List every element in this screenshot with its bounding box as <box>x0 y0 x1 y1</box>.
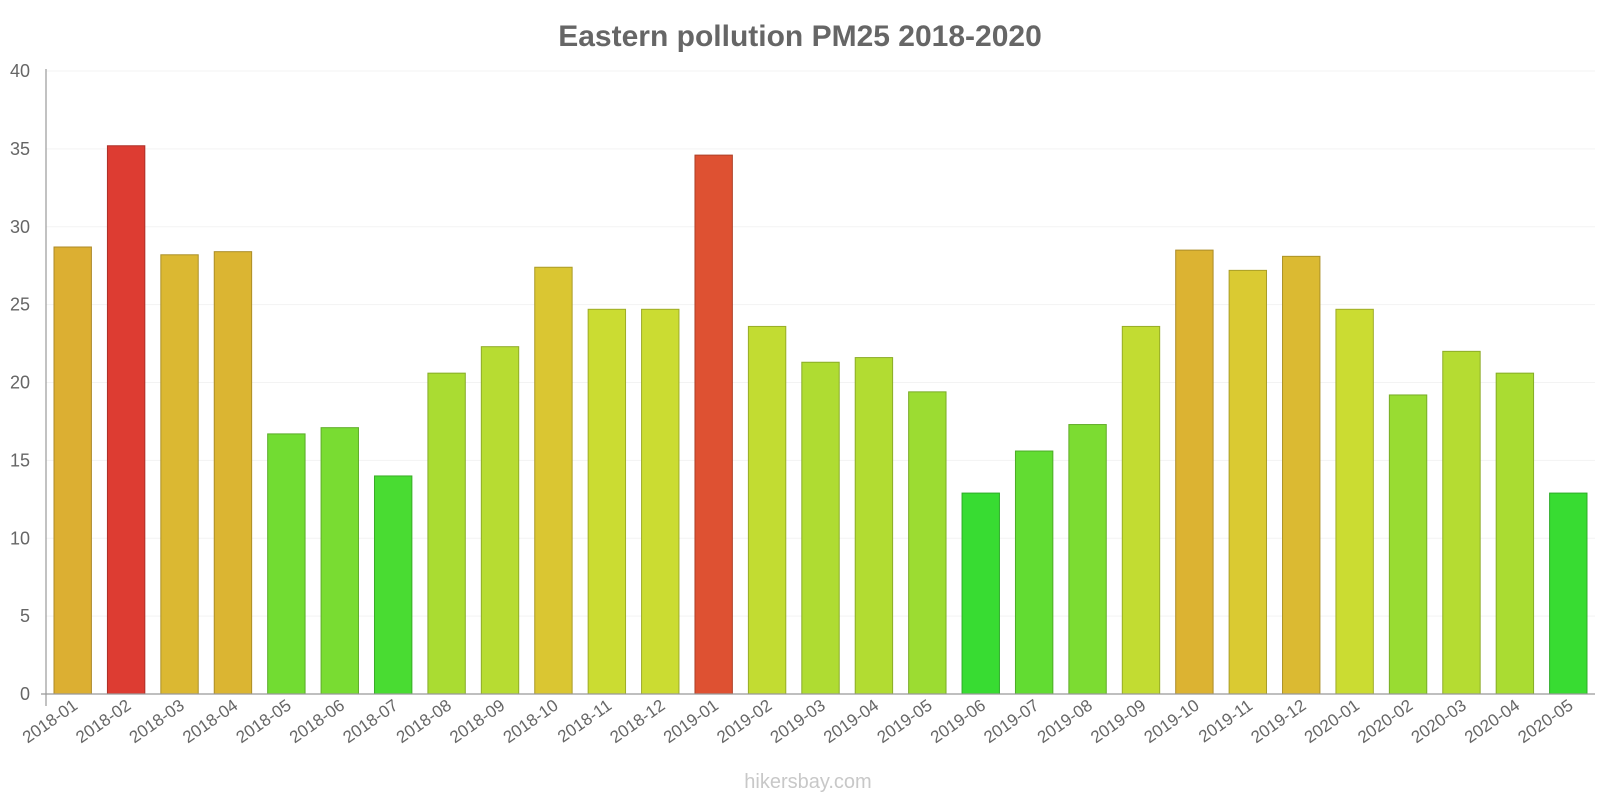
bar-2018-09 <box>480 346 520 695</box>
bar-2020-04 <box>1495 372 1535 695</box>
x-tick-label: 2020-03 <box>1408 696 1470 747</box>
x-tick-label: 2018-02 <box>72 696 134 747</box>
bar-2018-03 <box>160 254 199 695</box>
x-tick-label: 2018-07 <box>339 696 401 747</box>
y-tick-label: 10 <box>10 528 30 548</box>
x-tick-label: 2019-08 <box>1034 696 1096 747</box>
x-tick-label: 2019-03 <box>767 696 829 747</box>
x-tick-label: 2019-07 <box>980 696 1042 747</box>
x-tick-label: 2020-01 <box>1301 696 1363 747</box>
x-tick-label: 2018-06 <box>286 696 348 747</box>
bar-2020-03 <box>1442 350 1481 695</box>
x-tick-label: 2018-11 <box>554 696 615 747</box>
bar-2018-08 <box>427 372 466 695</box>
x-tick-label: 2019-11 <box>1195 696 1256 747</box>
x-tick-label: 2019-09 <box>1087 696 1149 747</box>
x-tick-label: 2018-08 <box>393 696 455 747</box>
x-tick-label: 2018-10 <box>500 696 562 747</box>
watermark: hikersbay.com <box>744 771 871 793</box>
bar-2020-05 <box>1549 492 1588 695</box>
x-tick-label: 2020-02 <box>1354 696 1416 747</box>
bar-2019-08 <box>1068 424 1107 695</box>
bar-2019-12 <box>1282 255 1321 695</box>
bar-2019-04 <box>854 357 894 695</box>
x-tick-label: 2018-09 <box>446 696 508 747</box>
y-tick-label: 40 <box>10 61 30 81</box>
x-tick-label: 2018-03 <box>126 696 188 747</box>
bar-2019-02 <box>747 325 787 695</box>
bar-2018-01 <box>53 246 92 695</box>
x-tick-label: 2018-05 <box>233 696 295 747</box>
x-tick-label: 2019-02 <box>713 696 775 747</box>
bar-2019-01 <box>694 154 733 695</box>
bar-2018-12 <box>641 308 680 695</box>
x-tick-label: 2019-05 <box>874 696 936 747</box>
bar-2019-07 <box>1014 450 1054 695</box>
bar-2019-06 <box>961 492 1000 695</box>
x-tick-label: 2019-10 <box>1141 696 1203 747</box>
x-tick-label: 2018-04 <box>179 696 241 747</box>
y-tick-labels: 0 5 10 15 20 25 30 35 40 <box>10 61 30 704</box>
bar-2018-05 <box>267 433 306 695</box>
y-tick-label: 25 <box>10 295 30 315</box>
y-tick-label: 5 <box>20 606 30 626</box>
x-tick-label: 2020-05 <box>1515 696 1577 747</box>
bar-2018-10 <box>534 266 573 695</box>
bar-2019-10 <box>1175 249 1214 695</box>
axes <box>41 69 1595 706</box>
bar-2018-02 <box>106 145 146 695</box>
bar-2018-04 <box>213 251 253 695</box>
bar-2019-03 <box>801 361 840 695</box>
y-tick-label: 0 <box>20 684 30 704</box>
y-tick-label: 35 <box>10 139 30 159</box>
y-tick-label: 15 <box>10 450 30 470</box>
x-tick-label: 2019-01 <box>660 696 722 747</box>
bar-2018-06 <box>320 427 359 695</box>
x-tick-label: 2019-04 <box>820 696 882 747</box>
bar-2019-09 <box>1121 325 1161 695</box>
x-tick-label: 2019-12 <box>1248 696 1310 747</box>
bars <box>53 145 1588 695</box>
chart-title: Eastern pollution PM25 2018-2020 <box>558 20 1042 53</box>
bar-2018-11 <box>587 308 627 695</box>
x-tick-label: 2019-06 <box>927 696 989 747</box>
x-tick-label: 2020-04 <box>1461 696 1523 747</box>
x-tick-labels: 2018-012018-022018-032018-042018-052018-… <box>19 696 1577 747</box>
bar-2019-11 <box>1228 269 1268 695</box>
y-tick-label: 30 <box>10 217 30 237</box>
bar-2018-07 <box>373 475 413 695</box>
bar-2020-02 <box>1388 394 1428 695</box>
x-tick-label: 2018-12 <box>607 696 669 747</box>
bar-2020-01 <box>1335 308 1374 695</box>
bar-2019-05 <box>908 391 947 695</box>
y-tick-label: 20 <box>10 373 30 393</box>
